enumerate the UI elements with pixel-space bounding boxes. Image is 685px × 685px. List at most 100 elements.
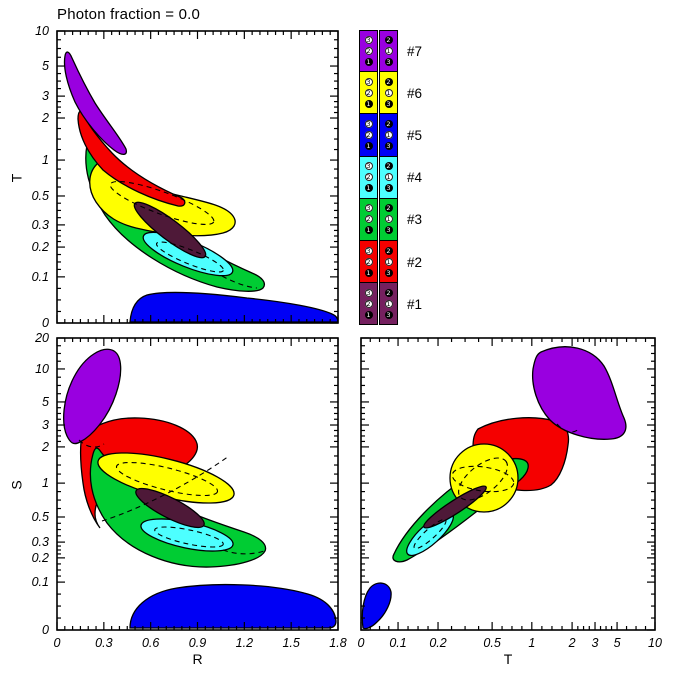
legend-label: #1 bbox=[407, 296, 423, 312]
y-tick-label: 1 bbox=[42, 476, 49, 490]
y-tick-label: 5 bbox=[42, 395, 49, 409]
legend-marker-digit: 3 bbox=[384, 184, 393, 193]
legend-marker-digit: 3 bbox=[384, 268, 393, 277]
y-axis-title-bottom-left: S bbox=[8, 480, 25, 490]
x-tick-label: 0 bbox=[358, 636, 365, 650]
y-tick-label: 0.3 bbox=[32, 218, 49, 232]
legend-swatch-left: 3 2 1 bbox=[359, 114, 378, 157]
x-tick-label: 3 bbox=[592, 636, 599, 650]
legend-marker-digit: 2 bbox=[384, 119, 393, 128]
x-tick-label: 0.2 bbox=[429, 636, 446, 650]
legend-marker-digit: 2 bbox=[384, 77, 393, 86]
legend-marker-digit: 1 bbox=[364, 58, 373, 67]
axis-ticks bbox=[56, 337, 339, 631]
legend-marker-digit: 2 bbox=[384, 204, 393, 213]
panel-frame bbox=[360, 337, 656, 631]
x-tick-label: 0.5 bbox=[483, 636, 500, 650]
legend-swatch-left: 3 2 1 bbox=[359, 72, 378, 115]
x-tick-label: 1 bbox=[528, 636, 535, 650]
legend-marker-digit: 1 bbox=[364, 99, 373, 108]
dashed-contour bbox=[221, 275, 258, 289]
x-tick-label: 1.2 bbox=[236, 636, 253, 650]
y-tick-label: 20 bbox=[34, 331, 49, 345]
contour-region-#7 bbox=[63, 51, 128, 156]
legend-row: 3 2 1 2 1 3 #1 bbox=[359, 283, 423, 326]
dashed-contour bbox=[556, 423, 580, 433]
legend-marker-digit: 3 bbox=[384, 310, 393, 319]
y-tick-label: 5 bbox=[42, 59, 49, 73]
x-tick-label: 2 bbox=[568, 636, 576, 650]
legend-row: 3 2 1 2 1 3 #5 bbox=[359, 114, 423, 157]
y-tick-label: 3 bbox=[42, 89, 49, 103]
y-tick-label: 2 bbox=[41, 111, 49, 125]
contour-region-#5 bbox=[361, 582, 392, 630]
legend-swatch-left: 3 2 1 bbox=[359, 30, 378, 73]
legend-label: #3 bbox=[407, 212, 423, 228]
legend-marker-digit: 1 bbox=[384, 257, 393, 266]
legend-marker-digit: 1 bbox=[384, 215, 393, 224]
x-tick-label: 0.9 bbox=[189, 636, 206, 650]
dashed-contour bbox=[78, 439, 105, 448]
legend-swatch-right: 2 1 3 bbox=[379, 72, 398, 115]
x-tick-label: 1.5 bbox=[282, 636, 299, 650]
dashed-contour bbox=[115, 461, 219, 497]
y-tick-label: 0.3 bbox=[32, 535, 49, 549]
x-tick-label: 0.6 bbox=[142, 636, 159, 650]
legend-swatch-right: 2 1 3 bbox=[379, 240, 398, 284]
dashed-contour bbox=[458, 457, 508, 501]
x-tick-label: 0.3 bbox=[95, 636, 112, 650]
legend-row: 3 2 1 2 1 3 #3 bbox=[359, 198, 423, 241]
dashed-contour bbox=[154, 526, 224, 548]
x-tick-label: 5 bbox=[614, 636, 621, 650]
legend-marker-digit: 2 bbox=[364, 299, 373, 308]
y-tick-label: 0.1 bbox=[32, 575, 49, 589]
legend-swatch-left: 3 2 1 bbox=[359, 198, 378, 241]
axis-ticks bbox=[360, 337, 656, 631]
legend-marker-digit: 1 bbox=[364, 310, 373, 319]
legend-marker-digit: 3 bbox=[364, 36, 373, 45]
legend-marker-digit: 2 bbox=[384, 36, 393, 45]
y-tick-label: 0 bbox=[42, 623, 49, 637]
x-tick-label: 10 bbox=[648, 636, 662, 650]
legend-marker-digit: 2 bbox=[364, 215, 373, 224]
legend-marker-digit: 3 bbox=[384, 58, 393, 67]
legend-marker-digit: 3 bbox=[364, 77, 373, 86]
legend-marker-digit: 3 bbox=[384, 226, 393, 235]
dashed-contour bbox=[101, 455, 230, 522]
legend-label: #4 bbox=[407, 170, 423, 186]
legend-swatch-right: 2 1 3 bbox=[379, 114, 398, 157]
x-tick-label: 1.8 bbox=[329, 636, 346, 650]
legend-swatch-right: 2 1 3 bbox=[379, 156, 398, 199]
legend-marker-digit: 3 bbox=[364, 288, 373, 297]
x-axis-title-bottom-left: R bbox=[192, 651, 203, 667]
legend-marker-digit: 1 bbox=[384, 173, 393, 182]
y-axis-title-top-left: T bbox=[8, 173, 25, 183]
legend-label: #5 bbox=[407, 127, 423, 143]
legend-marker-digit: 2 bbox=[384, 288, 393, 297]
legend-marker-digit: 3 bbox=[364, 246, 373, 255]
y-tick-label: 0 bbox=[42, 316, 49, 330]
legend-marker-digit: 2 bbox=[364, 257, 373, 266]
legend-swatch-right: 2 1 3 bbox=[379, 283, 398, 326]
panel-bottom-right: 0 0.1 0.2 0.5 1 2 3 5 10 bbox=[358, 337, 662, 650]
legend-marker-digit: 3 bbox=[364, 204, 373, 213]
legend-marker-digit: 1 bbox=[364, 268, 373, 277]
y-tick-label: 0.5 bbox=[32, 510, 49, 524]
legend-marker-digit: 2 bbox=[364, 88, 373, 97]
legend-swatch-right: 2 1 3 bbox=[379, 30, 398, 73]
legend-marker-digit: 1 bbox=[384, 47, 393, 56]
x-tick-label: 0.1 bbox=[389, 636, 406, 650]
legend-marker-digit: 1 bbox=[384, 88, 393, 97]
contour-region-#7 bbox=[63, 348, 122, 445]
legend-row: 3 2 1 2 1 3 #7 bbox=[359, 30, 422, 73]
panel-top-left: 10 5 3 2 1 0.5 0.3 0.2 0.1 0 bbox=[32, 24, 339, 330]
y-tick-label: 3 bbox=[42, 418, 49, 432]
legend-row: 3 2 1 2 1 3 #2 bbox=[359, 240, 422, 284]
legend-marker-digit: 3 bbox=[364, 119, 373, 128]
contour-region-#1 bbox=[423, 485, 487, 529]
legend-marker-digit: 2 bbox=[384, 246, 393, 255]
legend-marker-digit: 1 bbox=[384, 130, 393, 139]
y-tick-label: 10 bbox=[35, 362, 49, 376]
legend-marker-digit: 2 bbox=[364, 130, 373, 139]
